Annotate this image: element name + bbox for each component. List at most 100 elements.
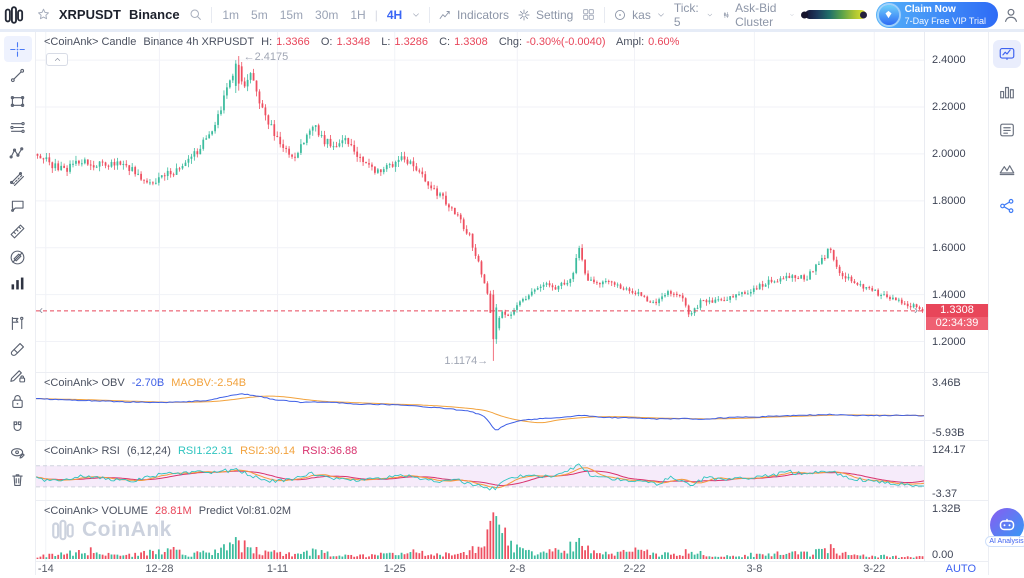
depth-chart-button[interactable] [993,154,1021,182]
time-axis-label: -14 [37,563,54,575]
market-selector[interactable]: kas [613,8,666,22]
obv-indicator-pane[interactable]: <CoinAnk> OBV -2.70B MAOBV:-2.54B 3.46B -… [36,372,988,441]
lock-tool[interactable] [4,388,32,414]
timeframe-4h-active[interactable]: 4H [386,7,403,22]
timeframe-5m[interactable]: 5m [251,7,268,22]
exchange-label[interactable]: Binance [128,7,180,22]
parallel-lines-tool[interactable] [4,114,32,140]
axis-tick-label: 3.46B [932,376,961,389]
time-axis-label: 2-22 [623,563,646,575]
ai-analysis-label: AI Analysis [985,536,1024,547]
volume-legend: <CoinAnk> VOLUME 28.81M Predict Vol:81.0… [44,505,295,517]
volume-source: <CoinAnk> VOLUME [44,505,148,517]
crosshair-tool[interactable] [3,36,32,62]
slider-handle-right[interactable] [859,11,867,18]
chevron-down-icon[interactable] [411,10,421,20]
order-list-button[interactable] [993,116,1021,144]
callout-tool[interactable] [4,192,32,218]
volume-indicator-pane[interactable]: <CoinAnk> VOLUME 28.81M Predict Vol:81.0… [36,500,988,562]
divider [604,6,606,23]
eraser-tool[interactable] [4,244,32,270]
coinank-watermark-logo [52,519,74,541]
indicators-icon [439,10,450,19]
setting-label: Setting [536,7,574,22]
chevron-down-icon [658,12,664,17]
close-value: 1.3308 [454,36,488,48]
right-sidebar: AI Analysis [985,32,1024,575]
rsi-indicator-pane[interactable]: <CoinAnk> RSI (6,12,24) RSI1:22.31 RSI2:… [36,440,988,501]
timeframe-1h[interactable]: 1H [350,7,366,22]
volume-profile-tool[interactable] [4,270,32,296]
amplitude-value: 0.60% [648,36,680,48]
predict-volume-value: Predict Vol:81.02M [198,505,292,517]
rsi-source: <CoinAnk> RSI [44,445,120,457]
price-line-left-chevron[interactable]: ‹ [39,302,43,317]
user-profile-icon[interactable] [1002,6,1020,24]
timeframe-1m[interactable]: 1m [222,7,240,22]
divider: | [374,7,378,22]
coinank-watermark-text: CoinAnk [82,518,172,541]
trend-line-tool[interactable] [4,62,32,88]
chevron-down-icon [790,13,794,16]
time-axis-label: 3-22 [863,563,886,575]
globe-target-icon [615,9,626,20]
axis-tick-label: 124.17 [932,444,966,457]
askbid-cluster-selector[interactable]: Ask-Bid Cluster [722,1,796,29]
askbid-cluster-icon [723,11,729,18]
auto-scale-button[interactable]: AUTO [945,563,976,575]
last-price-value: 1.3308 [926,303,988,317]
delete-tool[interactable] [4,466,32,492]
share-button[interactable] [993,192,1021,220]
claim-subtitle: 7-Day Free VIP Trial [904,15,987,26]
magnet-tool[interactable] [4,414,32,440]
search-icon[interactable] [188,7,203,22]
price-line-right-chevron[interactable]: › [914,302,918,317]
timeframe-15m[interactable]: 15m [279,7,304,22]
gear-icon [518,9,530,20]
change-value: -0.30%(-0.0040) [526,36,606,48]
symbol-label[interactable]: XRPUSDT [58,7,121,22]
main-chart-pane[interactable]: ←2.4175 1.1174→ <CoinAnk> Candle Binance … [36,32,988,372]
time-axis[interactable]: AUTO -14 12-28 1-11 1-25 2-8 2-22 3-8 3-22 [36,561,988,575]
rsi-chart[interactable] [36,441,988,501]
toolbar-spacer [0,296,35,310]
favorite-star-icon[interactable] [36,7,51,22]
rectangle-tool[interactable] [4,88,32,114]
axis-tick-label: 1.8000 [932,194,966,207]
indicators-button[interactable]: Indicators [438,8,509,22]
candlestick-chart[interactable]: ←2.4175 1.1174→ [36,32,988,372]
divider [210,6,212,23]
brush-tool[interactable] [4,336,32,362]
volume-chart[interactable] [36,501,988,562]
chart-view-button[interactable] [992,40,1021,68]
timeframe-30m[interactable]: 30m [315,7,339,22]
parallel-channel-tool[interactable] [4,166,32,192]
time-axis-label: 2-8 [509,563,526,575]
tick-selector[interactable]: Tick: 5 [674,1,714,29]
heatmap-gradient-slider[interactable] [801,10,867,19]
low-value: 1.3286 [394,36,429,48]
collapse-pane-button[interactable] [46,53,68,66]
setting-button[interactable]: Setting [517,8,573,22]
xabcd-pattern-tool[interactable] [4,140,32,166]
axis-tick-label: 1.32B [932,503,961,515]
visibility-tool[interactable] [4,440,32,466]
axis-tick-label: 2.4000 [932,54,966,67]
obv-chart[interactable] [36,373,988,441]
layout-grid-icon[interactable] [581,7,596,22]
stats-bars-button[interactable] [993,78,1021,106]
edit-lock-tool[interactable] [4,362,32,388]
ai-analysis-button[interactable]: AI Analysis [985,508,1024,547]
coinank-watermark: CoinAnk [50,517,172,543]
legend-source: <CoinAnk> Candle [44,36,137,48]
ruler-tool[interactable] [4,218,32,244]
axis-tick-label: 2.0000 [932,147,966,160]
coinank-logo[interactable] [0,0,28,29]
flag-pin-tool[interactable] [4,310,32,336]
rsi3-value: RSI3:36.88 [302,445,358,457]
svg-text:1.1174→: 1.1174→ [444,355,488,367]
claim-vip-button[interactable]: Claim Now 7-Day Free VIP Trial [875,1,999,28]
time-axis-label: 1-25 [383,563,406,575]
close-key: C: [439,36,451,48]
slider-handle-left[interactable] [801,11,809,18]
